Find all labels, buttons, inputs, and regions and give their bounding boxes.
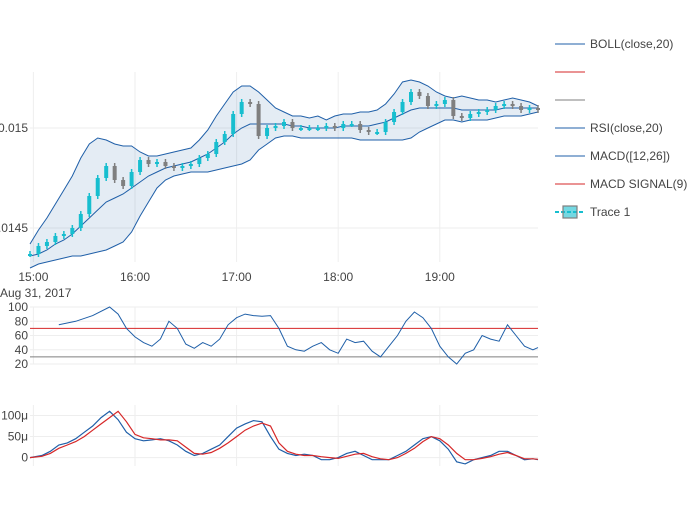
candle-body [468, 114, 473, 118]
legend-item[interactable]: MACD([12,26]) [555, 149, 670, 163]
candle-body [214, 142, 219, 154]
candle-body [78, 214, 83, 228]
legend-label: BOLL(close,20) [590, 37, 673, 51]
candle-body [476, 112, 481, 114]
candle-body [239, 102, 244, 114]
macd-panel: 100μ 50μ 0 [1, 405, 539, 466]
rsi-tick-label: 40 [15, 343, 29, 357]
legend[interactable]: BOLL(close,20) RSI(close,20) MACD([12,26])… [555, 37, 687, 219]
candle-body [527, 108, 532, 110]
macd-tick-label: 0 [21, 451, 28, 465]
candle-body [341, 124, 346, 128]
candle-body [383, 122, 388, 132]
candle-body [493, 106, 498, 110]
macd-line [29, 410, 539, 465]
candle-body [121, 180, 126, 186]
candle-body [53, 236, 58, 242]
bollinger-band-fill [30, 80, 538, 268]
candle-body [44, 242, 49, 246]
candle-body [36, 246, 41, 254]
candle-body [510, 104, 515, 106]
candle-body [442, 100, 447, 104]
legend-label: RSI(close,20) [590, 121, 663, 135]
legend-item[interactable]: MACD SIGNAL(9) [555, 177, 687, 191]
rsi-tick-label: 60 [15, 329, 29, 343]
rsi-tick-label: 20 [15, 357, 29, 371]
candle-body [61, 234, 66, 236]
legend-item[interactable]: Trace 1 [555, 205, 631, 219]
candle-body [222, 134, 227, 142]
legend-label: Trace 1 [590, 205, 631, 219]
x-tick-label: 15:00 [18, 270, 48, 284]
price-tick-label: 0.0145 [0, 221, 28, 235]
candle-body [298, 128, 303, 130]
x-tick-label: 19:00 [425, 270, 455, 284]
rsi-line [58, 306, 539, 365]
macd-signal-line [29, 410, 539, 461]
candle-body [138, 160, 143, 172]
candle-body [332, 126, 337, 128]
candle-body [155, 162, 159, 164]
candle-body [70, 228, 75, 234]
candle-body [112, 166, 117, 180]
candle-body [290, 122, 295, 128]
candle-body [315, 128, 320, 130]
candle-body [358, 124, 363, 130]
candle-body [519, 106, 524, 110]
candle-body [273, 126, 278, 128]
candle-body [256, 104, 261, 136]
candle-body [324, 126, 329, 128]
candle-body [409, 92, 413, 102]
candle-body [129, 172, 134, 186]
candle-body [366, 130, 371, 132]
candle-body [28, 254, 32, 256]
rsi-tick-label: 80 [15, 314, 29, 328]
candle-body [95, 178, 100, 196]
candle-body [188, 164, 193, 166]
candle-body [205, 154, 210, 158]
boll-lower-line [29, 111, 539, 269]
candle-body [392, 112, 397, 122]
macd-tick-label: 100μ [1, 409, 28, 423]
rsi-tick-label: 100 [8, 300, 28, 314]
candle-body [180, 166, 185, 168]
candle-body [451, 100, 456, 116]
x-tick-label: 16:00 [120, 270, 150, 284]
candle-body [104, 166, 109, 178]
candle-body [171, 166, 176, 168]
candle-body [231, 114, 236, 134]
candle-body [87, 196, 92, 214]
price-tick-label: 0.015 [0, 121, 28, 135]
candle-body [417, 92, 422, 96]
date-label: Aug 31, 2017 [0, 286, 72, 300]
candle-body [197, 158, 202, 164]
candle-body [163, 162, 168, 166]
macd-tick-label: 50μ [8, 430, 28, 444]
price-panel: 0.015 0.0145 15:00 16:00 17:00 18:00 19:00 Aug … [0, 72, 540, 300]
candle-body [400, 102, 405, 112]
legend-label: MACD([12,26]) [590, 149, 670, 163]
legend-label: MACD SIGNAL(9) [590, 177, 687, 191]
candle-body [485, 110, 490, 112]
candle-body [434, 104, 439, 106]
candle-body [248, 102, 253, 104]
candle-body [375, 132, 380, 134]
candle-body [459, 116, 464, 118]
candle-body [536, 108, 540, 110]
candle-body [265, 128, 270, 136]
x-tick-label: 17:00 [222, 270, 252, 284]
legend-item[interactable]: BOLL(close,20) [555, 37, 673, 51]
candle-body [282, 122, 286, 126]
candle-body [349, 124, 354, 126]
x-tick-label: 18:00 [323, 270, 353, 284]
candle-body [146, 160, 151, 164]
legend-item[interactable]: RSI(close,20) [555, 121, 663, 135]
legend-candle-swatch [562, 205, 578, 219]
candle-body [502, 104, 507, 106]
candle-body [307, 128, 312, 130]
candle-body [425, 96, 430, 106]
